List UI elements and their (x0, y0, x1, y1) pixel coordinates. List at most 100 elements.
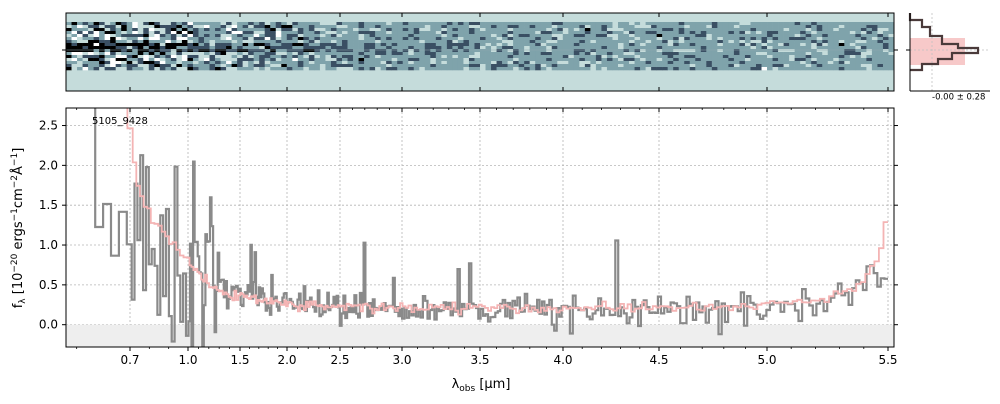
spectrum-2d-pixel (408, 37, 415, 41)
spectrum-2d-pixel (121, 55, 128, 59)
spectrum-2d-pixel (148, 61, 155, 65)
spectrum-2d-pixel (606, 25, 613, 29)
spectrum-2d-pixel (601, 58, 608, 62)
spectrum-2d-pixel (524, 31, 530, 35)
spectrum-2d-pixel (800, 55, 806, 59)
spectrum-2d-pixel (198, 28, 205, 32)
spectrum-2d-pixel (789, 49, 795, 53)
spectrum-2d-pixel (253, 31, 260, 35)
spectrum-2d-pixel (165, 61, 172, 65)
spectrum-2d-pixel (789, 37, 795, 41)
spectrum-2d-pixel (231, 40, 238, 44)
spectrum-2d-pixel (827, 67, 834, 71)
spectrum-2d-pixel (496, 55, 503, 59)
spectrum-2d-pixel (491, 64, 497, 68)
spectrum-2d-pixel (176, 46, 183, 50)
spectrum-2d-pixel (855, 49, 862, 53)
spectrum-2d-pixel (176, 25, 183, 29)
spectrum-2d-pixel (629, 55, 635, 59)
spectrum-2d-pixel (242, 40, 249, 44)
spectrum-2d-pixel (800, 49, 806, 53)
spectrum-2d-pixel (391, 46, 398, 50)
spectrum-2d-pixel (176, 49, 183, 53)
spectrum-2d-pixel (330, 31, 337, 35)
spectrum-2d-pixel (789, 52, 795, 56)
spectrum-2d-pixel (137, 61, 144, 65)
spectrum-2d-pixel (353, 55, 359, 59)
spectrum-2d-pixel (286, 43, 293, 47)
spectrum-2d-pixel (844, 46, 851, 50)
spectrum-2d-pixel (524, 58, 530, 62)
spectrum-2d-pixel (805, 58, 812, 62)
spectrum-2d-pixel (303, 55, 310, 59)
spectrum-2d-pixel (761, 37, 768, 41)
spectrum-2d-pixel (651, 37, 657, 41)
spectrum-2d-pixel (568, 58, 575, 62)
spectrum-2d-pixel (413, 46, 420, 50)
spectrum-2d-pixel (579, 46, 586, 50)
spectrum-2d-pixel (722, 28, 729, 32)
spectrum-2d-pixel (524, 61, 530, 65)
spectrum-2d-pixel (204, 34, 210, 38)
spectrum-2d-pixel (502, 43, 508, 47)
spectrum-2d-pixel (695, 52, 702, 56)
spectrum-2d-pixel (733, 31, 740, 35)
spectrum-2d-pixel (568, 22, 575, 26)
spectrum-2d-pixel (783, 64, 790, 68)
spectrum-2d-pixel (756, 31, 762, 35)
spectrum-2d-pixel (380, 25, 387, 29)
spectrum-2d-pixel (292, 46, 299, 50)
spectrum-2d-pixel (231, 67, 238, 71)
spectrum-2d-pixel (656, 61, 663, 65)
spectrum-2d-pixel (634, 58, 641, 62)
spectrum-2d-pixel (342, 28, 348, 32)
spectrum-2d-pixel (308, 25, 315, 29)
spectrum-2d-pixel (557, 25, 564, 29)
spectrum-2d-pixel (452, 61, 459, 65)
spectrum-2d-pixel (380, 64, 387, 68)
spectrum-2d-pixel (93, 25, 100, 29)
spectrum-2d-pixel (562, 52, 569, 56)
spectrum-2d-pixel (336, 22, 343, 26)
spectrum-2d-pixel (408, 40, 415, 44)
spectrum-2d-pixel (71, 25, 78, 29)
spectrum-2d-pixel (237, 31, 243, 35)
spectrum-2d-pixel (264, 46, 271, 50)
spectrum-2d-pixel (756, 67, 762, 71)
spectrum-2d-pixel (308, 28, 315, 32)
spectrum-2d-pixel (99, 49, 105, 53)
spectrum-2d-pixel (728, 34, 735, 38)
spectrum-2d-pixel (303, 43, 310, 47)
spectrum-2d-pixel (739, 64, 746, 68)
spectrum-2d-pixel (237, 37, 243, 41)
spectrum-2d-pixel (882, 46, 889, 50)
spectrum-2d-pixel (811, 22, 818, 26)
spectrum-2d-pixel (386, 40, 392, 44)
spectrum-2d-pixel (137, 64, 144, 68)
spectrum-2d-pixel (181, 64, 188, 68)
spectrum-2d-pixel (297, 43, 304, 47)
spectrum-2d-pixel (226, 43, 232, 47)
spectrum-2d-pixel (656, 40, 663, 44)
spectrum-2d-pixel (148, 34, 155, 38)
spectrum-2d-pixel (347, 49, 354, 53)
spectrum-2d-pixel (226, 28, 232, 32)
spectrum-2d-pixel (866, 22, 873, 26)
spectrum-2d-pixel (772, 25, 779, 29)
spectrum-2d-pixel (115, 22, 122, 26)
spectrum-2d-pixel (474, 49, 481, 53)
spectrum-2d-pixel (430, 49, 437, 53)
spectrum-2d-pixel (468, 61, 475, 65)
spectrum-2d-pixel (231, 61, 238, 65)
spectrum-2d-pixel (314, 49, 321, 53)
spectrum-2d-pixel (148, 28, 155, 32)
spectrum-2d-pixel (728, 40, 735, 44)
spectrum-2d-pixel (811, 28, 818, 32)
spectrum-2d-pixel (430, 58, 437, 62)
spectrum-2d-pixel (132, 52, 139, 56)
spectrum-2d-pixel (364, 31, 370, 35)
spectrum-2d-pixel (220, 40, 227, 44)
spectrum-2d-pixel (181, 43, 188, 47)
spectrum-2d-pixel (579, 40, 586, 44)
spectrum-2d-pixel (204, 25, 210, 29)
